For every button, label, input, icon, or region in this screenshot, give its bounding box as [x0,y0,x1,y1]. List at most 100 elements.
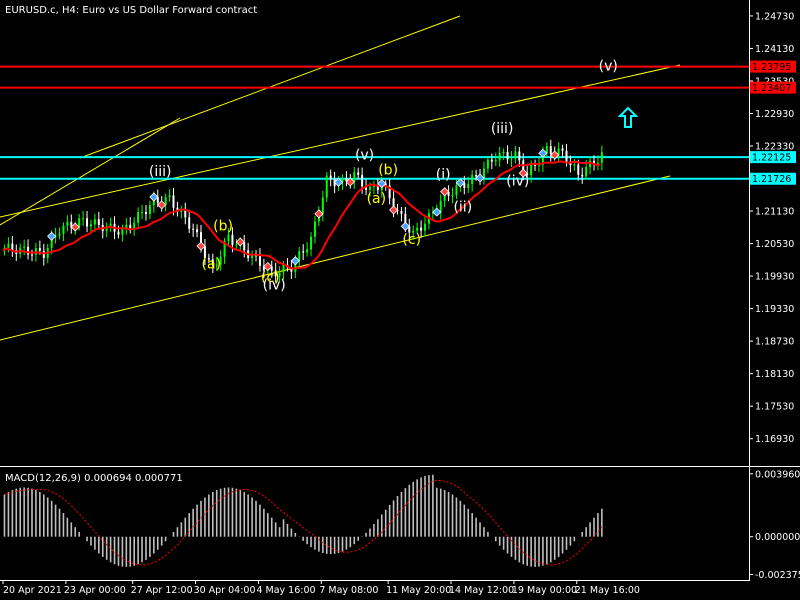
candle [424,216,427,237]
candle [463,175,466,195]
price-tick-label: 1.22930 [755,109,794,120]
time-tick-label: 30 Apr 04:00 [194,585,256,596]
candle [412,225,415,240]
chart-title: EURUSD.c, H4: Euro vs US Dollar Forward … [5,5,257,16]
level-price-tag [750,81,796,94]
price-tick-label: 1.19930 [755,272,794,283]
signal-marker [47,231,57,241]
time-tick-label: 27 Apr 12:00 [131,585,193,596]
level-price-tag-label: 1.23407 [752,83,791,94]
candle [97,211,100,229]
signal-marker [550,150,560,160]
signal-marker [518,168,528,178]
candle [313,216,316,244]
candle [561,144,564,158]
candle [502,148,505,160]
candle [420,220,423,238]
time-tick-label: 14 May 12:00 [449,585,514,596]
signal-marker [440,187,450,197]
up-arrow-icon [617,106,639,128]
time-axis[interactable]: 20 Apr 2021 23 Apr 00:00 27 Apr 12:00 30 Ap… [2,580,640,596]
signal-marker [377,179,387,189]
signal-marker [400,221,410,231]
signal-markers [47,148,560,272]
candle [192,223,195,237]
price-tick-label: 1.18130 [755,369,794,380]
macd-axis[interactable]: 0.003960 0.000000 -0.002375 [749,469,800,581]
signal-marker [157,200,167,210]
candle [467,176,470,194]
signal-marker [455,178,465,188]
signal-marker [538,148,548,158]
macd-tick-label: 0.000000 [755,532,800,543]
candle [486,155,489,174]
candle [600,145,603,171]
wave-label: (v) [599,59,618,75]
macd-tick-label: 0.003960 [755,469,800,480]
signal-marker [196,241,206,251]
candle [141,204,144,220]
candle [255,250,258,262]
candle [180,205,183,219]
candle [534,159,537,171]
candle [569,155,572,173]
price-tick-label: 1.24730 [755,11,794,22]
candle [416,222,419,234]
price-tick-label: 1.19330 [755,304,794,315]
trend-line[interactable] [0,64,681,218]
candle [510,151,513,167]
candle [471,170,474,192]
candle [156,189,159,208]
signal-marker [235,237,245,247]
signal-marker [475,173,485,183]
candle [144,204,147,221]
price-tick-label: 1.17530 [755,402,794,413]
moving-average-line [2,160,601,270]
candle [490,153,493,170]
signal-marker [314,209,324,219]
candle [557,142,560,162]
candle [514,145,517,164]
candle [298,246,301,266]
candle [345,171,348,187]
horizontal-levels[interactable] [0,65,750,180]
candle [545,142,548,158]
time-tick-label: 23 Apr 00:00 [64,585,126,596]
wave-label: (c) [261,270,280,286]
signal-marker [345,177,355,187]
candle [82,211,85,226]
candle [211,253,214,273]
candle [278,266,281,282]
candle [11,236,14,257]
trend-line[interactable] [0,175,671,341]
wave-labels: (iii)(b)(a)(c)(iv)(v)(b)(a)(c)(i)(ii)(ii… [149,59,618,294]
candle [329,169,332,187]
level-price-tag [750,151,796,164]
candle [439,194,442,220]
level-price-tag [750,60,796,73]
trend-lines[interactable] [0,15,681,341]
candle [372,180,375,194]
candle [42,243,45,266]
wave-label: (iii) [149,164,172,180]
price-tick-label: 1.18730 [755,337,794,348]
candle [168,189,171,202]
candle [506,145,509,164]
candle [581,167,584,184]
level-price-tag [750,172,796,185]
level-price-tag-label: 1.21726 [752,174,791,185]
candle [227,228,230,245]
candle [408,218,411,239]
candle [262,258,265,278]
candle [258,248,261,272]
wave-label: (v) [355,148,374,164]
candle [290,260,293,279]
trend-line[interactable] [0,117,181,226]
candle [447,185,450,202]
candle [129,217,132,234]
time-tick-label: 21 May 16:00 [575,585,640,596]
candle [215,257,218,271]
signal-marker [149,192,159,202]
